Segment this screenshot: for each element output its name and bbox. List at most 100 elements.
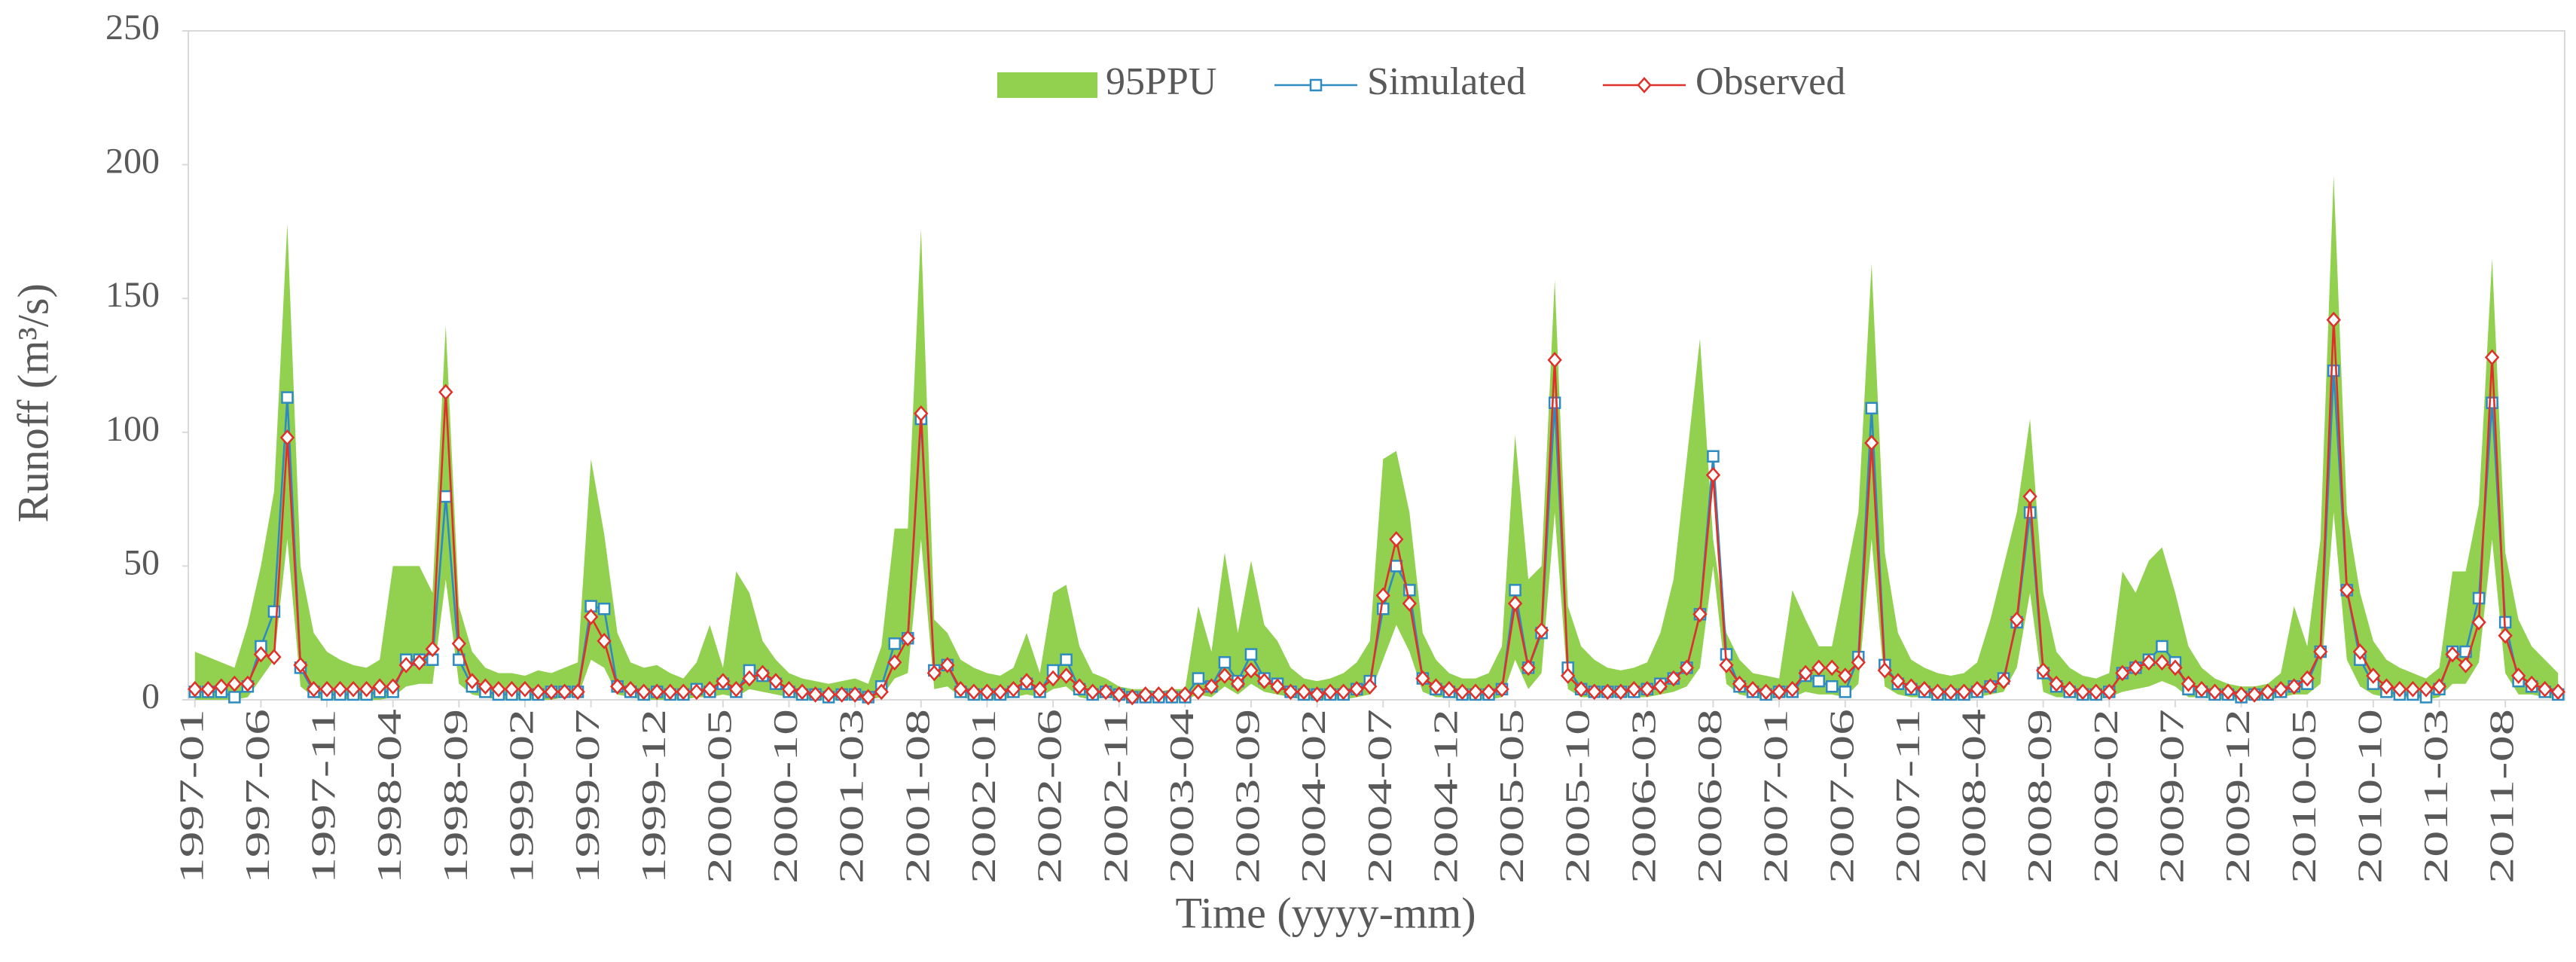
marker-diamond	[1772, 683, 1787, 701]
marker-diamond	[1534, 621, 1549, 639]
marker-diamond	[1085, 683, 1100, 701]
marker-square	[1377, 602, 1390, 615]
marker-diamond	[1877, 662, 1892, 679]
marker-square	[597, 602, 611, 615]
marker-diamond	[1177, 686, 1193, 703]
y-axis-title: Runoff (m³/s)	[8, 283, 57, 523]
marker-diamond	[821, 686, 836, 703]
x-axis-title: Time (yyyy-mm)	[1175, 888, 1476, 937]
x-tick-label: 2009-07	[2152, 709, 2190, 884]
x-tick-label: 1997-06	[238, 709, 276, 884]
marker-diamond	[2550, 683, 2565, 701]
marker-diamond	[2128, 659, 2144, 676]
x-tick-label: 2000-05	[700, 709, 738, 884]
x-tick-label: 2000-10	[766, 709, 804, 884]
marker-diamond	[253, 646, 269, 663]
marker-diamond	[2154, 654, 2170, 671]
marker-diamond	[2471, 614, 2486, 631]
series-line	[194, 319, 2559, 698]
marker-diamond	[2141, 654, 2156, 671]
marker-square	[281, 391, 294, 404]
marker-diamond	[279, 429, 295, 446]
marker-diamond	[2419, 680, 2434, 698]
marker-diamond	[2233, 686, 2249, 703]
marker-diamond	[1204, 678, 1219, 695]
marker-diamond	[2524, 675, 2539, 692]
marker-diamond	[372, 678, 387, 695]
marker-diamond	[1270, 678, 1285, 695]
marker-diamond	[2431, 678, 2447, 695]
marker-square	[1390, 560, 1403, 573]
marker-square	[1218, 656, 1232, 669]
marker-square	[1812, 674, 1825, 688]
x-tick-label: 2009-12	[2218, 709, 2257, 884]
marker-diamond	[1098, 683, 1113, 701]
marker-diamond	[807, 686, 823, 703]
x-tick-label: 2005-05	[1492, 709, 1531, 884]
marker-diamond	[2287, 678, 2302, 695]
legend-marker	[1637, 77, 1652, 93]
marker-diamond	[2498, 627, 2513, 644]
marker-diamond	[1560, 667, 1576, 684]
marker-diamond	[2458, 656, 2474, 673]
marker-diamond	[2101, 683, 2117, 701]
marker-diamond	[2300, 670, 2315, 687]
marker-diamond	[240, 675, 255, 692]
marker-diamond	[491, 680, 506, 698]
marker-diamond	[1943, 683, 1958, 701]
marker-diamond	[1811, 659, 1827, 676]
marker-square	[1707, 450, 1720, 463]
marker-diamond	[900, 630, 915, 647]
marker-diamond	[2089, 683, 2104, 701]
marker-diamond	[544, 683, 559, 701]
marker-diamond	[1468, 683, 1483, 701]
marker-diamond	[1072, 678, 1087, 695]
marker-diamond	[1138, 686, 1153, 703]
x-tick-label: 2011-03	[2416, 709, 2455, 884]
marker-diamond	[1573, 680, 1589, 698]
marker-diamond	[188, 680, 203, 698]
marker-diamond	[1191, 683, 1206, 701]
x-tick-label: 2008-04	[1955, 709, 1993, 884]
marker-square	[1244, 648, 1258, 661]
marker-diamond	[649, 683, 664, 701]
marker-diamond	[1917, 680, 1932, 698]
marker-diamond	[834, 686, 850, 703]
marker-diamond	[1336, 683, 1351, 701]
x-tick-label: 2007-01	[1757, 709, 1795, 884]
marker-diamond	[2035, 662, 2051, 679]
marker-diamond	[2207, 683, 2223, 701]
marker-diamond	[847, 686, 862, 703]
legend-swatch	[997, 72, 1097, 98]
y-tick-label: 150	[105, 275, 160, 315]
marker-square	[439, 490, 453, 503]
marker-diamond	[609, 678, 625, 695]
marker-diamond	[583, 609, 599, 625]
marker-diamond	[1970, 680, 1985, 698]
marker-diamond	[1283, 683, 1299, 701]
marker-square	[1825, 680, 1839, 693]
x-tick-label: 2010-05	[2285, 709, 2323, 884]
marker-diamond	[2168, 659, 2183, 676]
marker-diamond	[1481, 683, 1497, 701]
marker-diamond	[438, 383, 453, 401]
marker-diamond	[861, 689, 876, 706]
marker-diamond	[768, 673, 783, 690]
marker-square	[1509, 584, 1521, 597]
marker-diamond	[1653, 678, 1668, 695]
marker-diamond	[689, 683, 704, 701]
marker-diamond	[1045, 670, 1061, 687]
marker-diamond	[1784, 680, 1800, 698]
marker-diamond	[2405, 680, 2421, 698]
marker-diamond	[1798, 664, 1813, 682]
x-tick-label: 2002-01	[964, 709, 1003, 884]
marker-diamond	[200, 680, 215, 698]
y-tick-label: 100	[105, 409, 160, 449]
marker-diamond	[1389, 530, 1404, 548]
marker-diamond	[755, 664, 771, 682]
x-tick-label: 2003-04	[1162, 709, 1201, 884]
marker-diamond	[478, 678, 493, 695]
marker-diamond	[1442, 680, 1457, 698]
marker-square	[2156, 640, 2169, 653]
marker-diamond	[2022, 488, 2037, 505]
